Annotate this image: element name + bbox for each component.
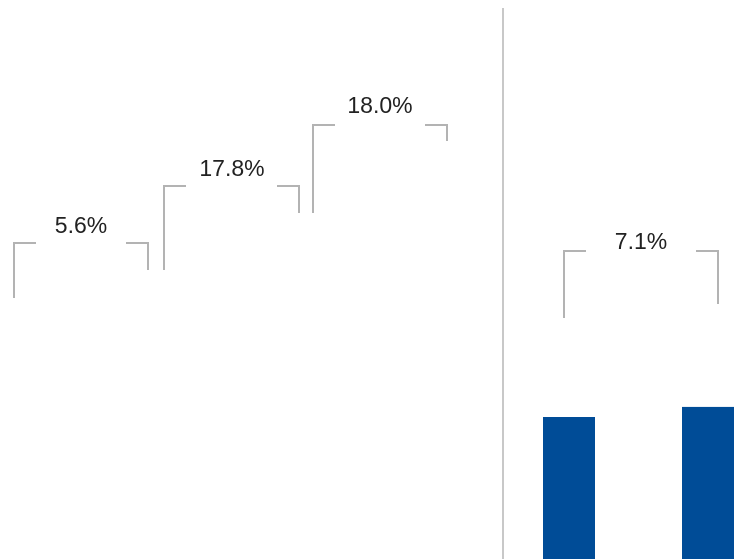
bar-2 <box>682 406 734 559</box>
growth-label-1: 5.6% <box>55 212 107 238</box>
growth-label-2: 17.8% <box>199 155 264 181</box>
right-panel: 7.1% <box>543 228 734 559</box>
growth-bracket-3 <box>312 124 448 213</box>
growth-bracket-4 <box>563 250 719 318</box>
growth-bracket-1 <box>13 242 149 298</box>
growth-bracket-2 <box>163 185 300 270</box>
bar-1 <box>543 417 595 559</box>
left-panel: 5.6% 17.8% 18.0% <box>13 92 448 298</box>
growth-label-3: 18.0% <box>347 92 412 118</box>
growth-label-4: 7.1% <box>615 228 667 254</box>
bar-group <box>543 406 734 559</box>
